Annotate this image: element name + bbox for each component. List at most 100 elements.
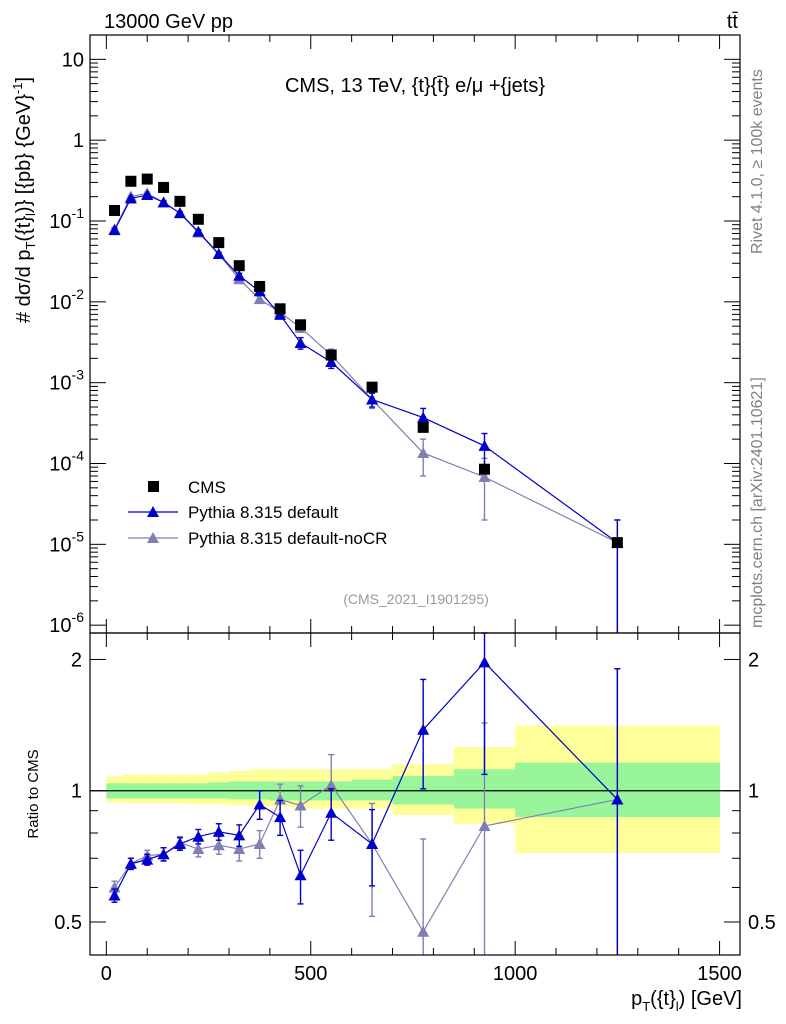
ratio-ytick-label-left: 2 (71, 649, 82, 671)
ratio-point-default (478, 656, 491, 668)
legend-marker-nocr (147, 532, 159, 543)
main-axis-ticks: 10-6 10-5 10-4 10-3 10-2 10-1 1 10 (49, 34, 740, 637)
ratio-point-nocr (478, 820, 491, 832)
main-ytick-label: 10-6 (49, 609, 84, 637)
main-panel: 10-6 10-5 10-4 10-3 10-2 10-1 1 10 CMS, 13 TeV,… (10, 34, 741, 637)
ratio-band-inner (351, 779, 394, 801)
main-point-cms (295, 319, 307, 331)
ratio-point-default (294, 869, 307, 881)
ratio-point-default (611, 793, 624, 805)
ratio-point-nocr (274, 793, 287, 805)
main-ylabel: # dσ/d pT({t}l)} [{pb} {GeV}-1] (10, 77, 38, 323)
plot-title: CMS, 13 TeV, {t}{t̄} e/μ +{jets} (285, 75, 545, 97)
main-point-default (173, 207, 186, 219)
main-point-default (478, 439, 491, 451)
ratio-point-nocr (192, 843, 205, 855)
main-point-cms (213, 237, 225, 249)
x-axis-label: pT({t}l) [GeV] (631, 988, 742, 1014)
ratio-ytick-label-left: 0.5 (54, 912, 82, 934)
main-point-default (233, 269, 246, 281)
ratio-point-default (141, 853, 154, 865)
main-ytick-label: 10-4 (49, 447, 84, 475)
ratio-point-default (173, 837, 186, 849)
main-ylabel-fraction: dσ/d p (13, 250, 35, 307)
ratio-point-nocr (294, 799, 307, 811)
main-point-cms (611, 537, 623, 549)
ratio-point-default (233, 829, 246, 841)
ratio-line-default (113, 661, 618, 896)
ratio-point-default (157, 848, 170, 860)
ratio-point-default (274, 811, 287, 823)
svg-text:# dσ/d pT({t}l)} [{pb}: # dσ/d pT({t}l)} [{pb} {GeV}-1] (10, 77, 38, 323)
svg-text:pT({t}l) [GeV]: pT({t}l) [GeV] (631, 988, 742, 1014)
rivet-version-label: Rivet 4.1.0, ≥ 100k events (749, 69, 766, 254)
main-point-nocr (253, 293, 266, 305)
energy-label: 13000 GeV pp (104, 11, 233, 33)
legend-label-cms: CMS (188, 478, 226, 497)
ratio-point-default (108, 889, 121, 901)
main-point-default (366, 393, 379, 405)
analysis-id: (CMS_2021_I1901295) (343, 591, 489, 607)
main-point-default (192, 225, 205, 237)
x-axis-label-p: p (631, 988, 642, 1010)
ratio-point-default (325, 806, 338, 818)
main-ylabel-prefix: # (13, 311, 35, 323)
process-label: tt̄ (727, 11, 739, 33)
main-point-cms (125, 175, 137, 187)
main-point-cms (192, 213, 204, 225)
main-line-default (113, 194, 618, 544)
main-point-default (108, 224, 121, 236)
main-point-cms (417, 421, 429, 433)
main-ytick-label: 10-3 (49, 367, 84, 395)
main-point-cms (325, 349, 337, 361)
main-point-cms (158, 181, 170, 193)
main-point-nocr (417, 446, 430, 458)
main-ytick-label: 10-5 (49, 528, 84, 556)
ratio-panel: 0.5 0.5 1 1 2 2 0 500 1000 1500 Ratio to CMS (25, 632, 776, 985)
ratio-ytick-label-right: 2 (748, 649, 759, 671)
ratio-xtick-label: 1000 (493, 963, 538, 985)
main-point-cms (141, 173, 153, 185)
ratio-point-default (253, 798, 266, 810)
ratio-point-nocr (417, 925, 430, 937)
main-point-cms (174, 195, 186, 207)
main-point-default (124, 192, 137, 204)
ratio-point-nocr (212, 839, 225, 851)
main-series-layer (108, 173, 624, 633)
legend-label-nocr: Pythia 8.315 default-noCR (188, 529, 387, 548)
legend: CMS Pythia 8.315 default Pythia 8.315 de… (128, 478, 387, 548)
ratio-xtick-label: 500 (294, 963, 327, 985)
main-ytick-label: 10-2 (49, 286, 84, 314)
main-ytick-label: 10-1 (49, 205, 84, 233)
ratio-point-nocr (253, 837, 266, 849)
ratio-ytick-label-right: 0.5 (748, 912, 776, 934)
main-ytick-label: 10 (62, 49, 84, 71)
main-point-cms (366, 381, 378, 393)
ratio-point-default (212, 825, 225, 837)
main-point-cms (109, 204, 121, 216)
main-point-default (274, 308, 287, 320)
main-point-cms (478, 463, 490, 475)
main-point-nocr (478, 471, 491, 483)
main-point-default (141, 188, 154, 200)
ratio-point-default (366, 837, 379, 849)
legend-label-default: Pythia 8.315 default (188, 503, 339, 522)
ratio-point-nocr (233, 843, 246, 855)
ratio-point-nocr (325, 779, 338, 791)
ratio-series-layer (108, 632, 624, 955)
mcplots-label: mcplots.cern.ch [arXiv:2401.10621] (749, 377, 766, 628)
legend-marker-default (147, 506, 159, 517)
main-point-default (417, 411, 430, 423)
ratio-ytick-label-right: 1 (748, 781, 759, 803)
ratio-point-default (124, 857, 137, 869)
ratio-point-default (192, 830, 205, 842)
ratio-ytick-label-left: 1 (71, 781, 82, 803)
main-ytick-label: 1 (73, 130, 84, 152)
legend-marker-cms (148, 481, 159, 492)
main-point-default (212, 248, 225, 260)
main-point-default (157, 196, 170, 208)
main-point-cms (233, 260, 245, 272)
ratio-frame (89, 632, 741, 956)
main-point-default (294, 336, 307, 348)
